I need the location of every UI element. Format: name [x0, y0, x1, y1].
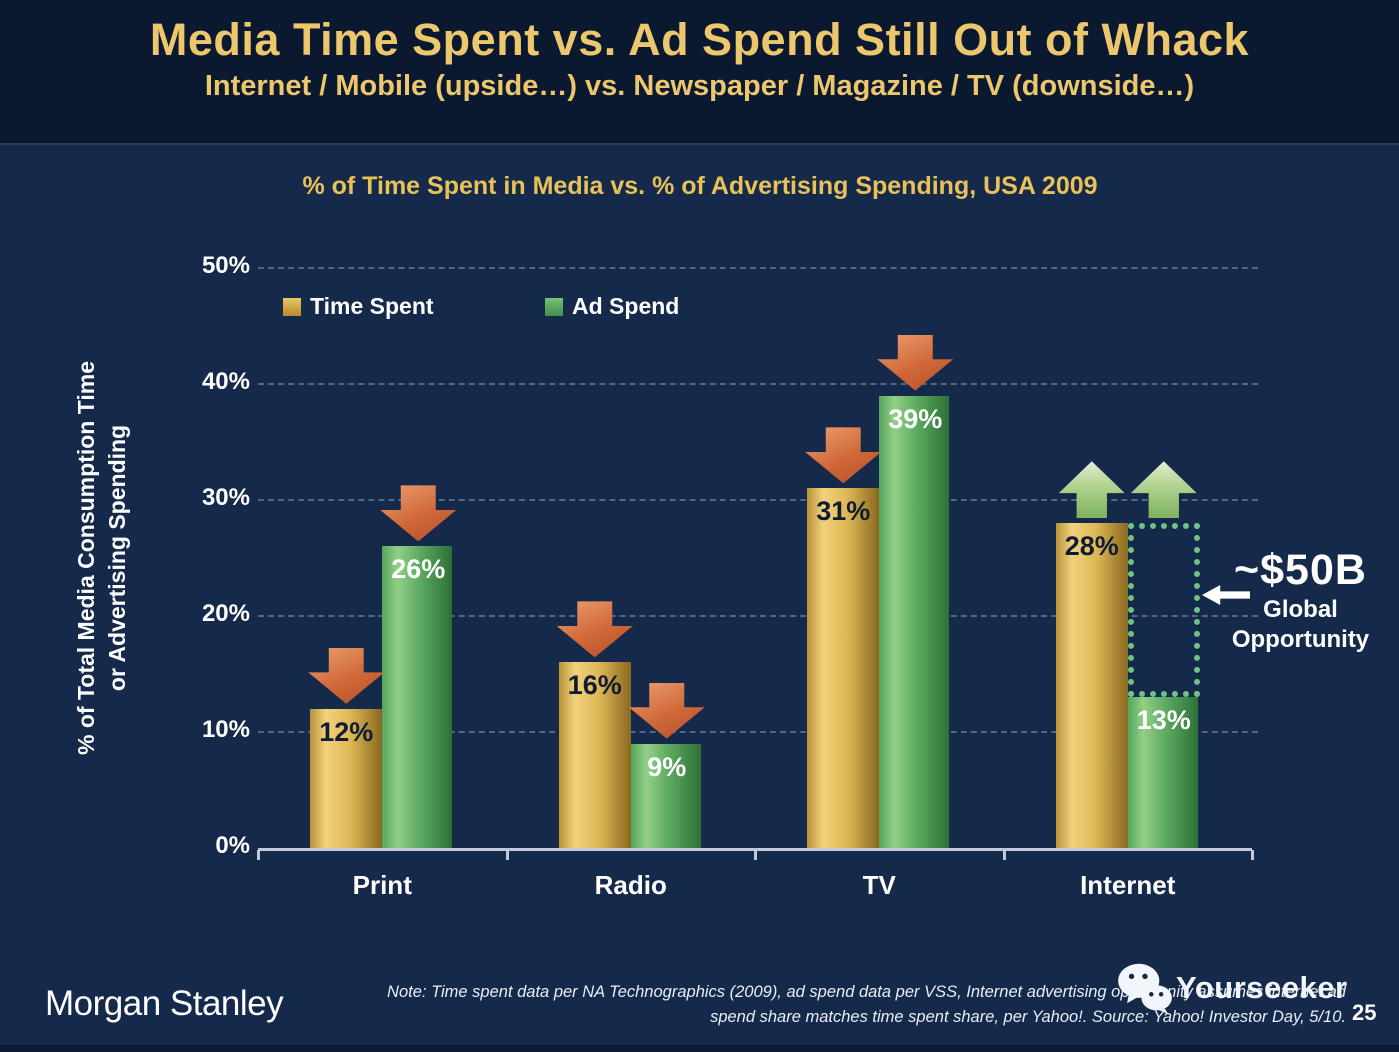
opportunity-dotted-box	[1127, 523, 1200, 698]
bar-radio-ad-spend	[630, 743, 701, 848]
legend-label-time-spent: Time Spent	[310, 293, 434, 319]
y-tick-label: 10%	[201, 716, 250, 743]
down-arrow-print-time-spent	[308, 647, 385, 704]
opportunity-annotation: ~$50B Global Opportunity	[1208, 546, 1393, 655]
y-tick-label: 30%	[201, 484, 250, 511]
value-label-tv-ad-spend: 39%	[888, 403, 943, 434]
value-label-print-time-spent: 12%	[319, 716, 374, 747]
bar-tv-ad-spend	[879, 395, 950, 848]
opportunity-label-line2: Opportunity	[1231, 626, 1370, 653]
slide-title: Media Time Spent vs. Ad Spend Still Out …	[149, 14, 1250, 65]
value-label-internet-ad-spend: 13%	[1136, 705, 1191, 736]
watermark: Yourseeker	[1116, 962, 1348, 1014]
x-axis-tick	[505, 850, 509, 860]
wechat-icon	[1118, 963, 1172, 1014]
value-label-radio-ad-spend: 9%	[647, 751, 687, 782]
up-arrow-internet-ad-spend	[1130, 461, 1197, 519]
morgan-stanley-logo: Morgan Stanley	[45, 984, 284, 1023]
y-tick-label: 50%	[201, 252, 250, 279]
value-label-tv-time-spent: 31%	[816, 496, 871, 527]
category-label-print: Print	[352, 870, 412, 900]
gridline-50%	[258, 267, 1258, 269]
down-arrow-print-ad-spend	[380, 485, 457, 542]
x-axis-line	[258, 848, 1252, 851]
slide-header: Media Time Spent vs. Ad Spend Still Out …	[0, 0, 1399, 143]
ad-spend-swatch-icon	[545, 297, 563, 316]
opportunity-label-line1: Global	[1263, 596, 1338, 623]
y-tick-label: 0%	[215, 832, 250, 859]
bar-internet-ad-spend	[1127, 697, 1198, 848]
category-label-tv: TV	[862, 870, 896, 900]
gridline-40%	[258, 383, 1258, 385]
bar-internet-time-spent	[1055, 523, 1128, 848]
chart-title: % of Time Spent in Media vs. % of Advert…	[302, 172, 1098, 200]
bar-print-ad-spend	[382, 546, 453, 848]
legend-item-time-spent: Time Spent	[283, 293, 434, 320]
legend-label-ad-spend: Ad Spend	[572, 293, 680, 319]
opportunity-amount: ~$50B	[1234, 546, 1367, 594]
down-arrow-tv-time-spent	[805, 427, 882, 484]
y-tick-label: 40%	[201, 368, 250, 395]
gridline-30%	[258, 499, 1258, 501]
x-axis-tick	[257, 850, 260, 860]
time-spent-swatch-icon	[283, 297, 301, 316]
x-axis-tick	[1002, 850, 1006, 860]
page-number: 25	[1352, 1000, 1377, 1025]
bar-tv-time-spent	[807, 488, 880, 848]
slide-subtitle: Internet / Mobile (upside…) vs. Newspape…	[204, 70, 1195, 102]
bar-radio-time-spent	[558, 662, 631, 848]
gridline-10%	[258, 731, 1258, 733]
category-label-internet: Internet	[1080, 870, 1176, 900]
legend-item-ad-spend: Ad Spend	[545, 293, 679, 320]
value-label-radio-time-spent: 16%	[567, 670, 622, 701]
x-axis-tick	[1251, 850, 1254, 860]
bar-print-time-spent	[310, 708, 383, 848]
x-axis-tick	[754, 850, 757, 860]
footnote: Note: Time spent data per NA Technograph…	[320, 980, 1346, 1030]
down-arrow-radio-time-spent	[556, 601, 633, 658]
footnote-line1: Note: Time spent data per NA Technograph…	[387, 983, 1346, 1001]
bottom-strip	[0, 1045, 1399, 1052]
y-axis-title: % of Total Media Consumption Time or Adv…	[73, 361, 130, 755]
watermark-text: Yourseeker	[1176, 970, 1348, 1005]
gridline-20%	[258, 615, 1258, 617]
up-arrow-internet-time-spent	[1058, 461, 1125, 519]
y-tick-label: 20%	[201, 600, 250, 627]
category-label-radio: Radio	[594, 870, 667, 900]
value-label-internet-time-spent: 28%	[1064, 531, 1119, 562]
value-label-print-ad-spend: 26%	[391, 554, 446, 585]
footnote-line2: spend share matches time spent share, pe…	[710, 1008, 1346, 1026]
